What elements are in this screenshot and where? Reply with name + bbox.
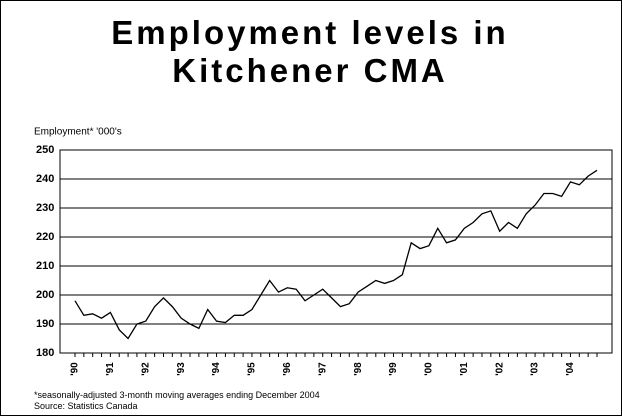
y-tick-label: 240 [36, 173, 54, 185]
x-tick-label: '91 [105, 362, 116, 376]
x-tick-label: '01 [459, 362, 470, 376]
y-tick-label: 230 [36, 202, 54, 214]
y-tick-label: 210 [36, 260, 54, 272]
x-tick-label: '97 [317, 362, 328, 376]
chart-title: Employment levels in Kitchener CMA [111, 14, 509, 89]
x-tick-label: '03 [530, 362, 541, 376]
x-tick-label: '98 [353, 362, 364, 376]
y-tick-label: 190 [36, 318, 54, 330]
y-tick-label: 180 [36, 347, 54, 359]
x-tick-label: '94 [211, 362, 222, 376]
x-tick-label: '04 [565, 362, 576, 376]
y-tick-label: 220 [36, 231, 54, 243]
x-tick-label: '95 [247, 362, 258, 376]
x-tick-label: '02 [494, 362, 505, 376]
data-line [74, 169, 598, 340]
x-tick-label: '00 [424, 362, 435, 376]
y-axis-label: Employment* '000's [34, 127, 122, 138]
x-tick-label: '93 [176, 362, 187, 376]
x-tick-label: '90 [70, 362, 81, 376]
x-tick-label: '96 [282, 362, 293, 376]
y-tick-label: 250 [36, 144, 54, 156]
x-tick-label: '92 [140, 362, 151, 376]
y-tick-label: 200 [36, 289, 54, 301]
x-tick-label: '99 [388, 362, 399, 376]
footnote: *seasonally-adjusted 3-month moving aver… [34, 390, 320, 400]
source: Source: Statistics Canada [34, 401, 138, 411]
